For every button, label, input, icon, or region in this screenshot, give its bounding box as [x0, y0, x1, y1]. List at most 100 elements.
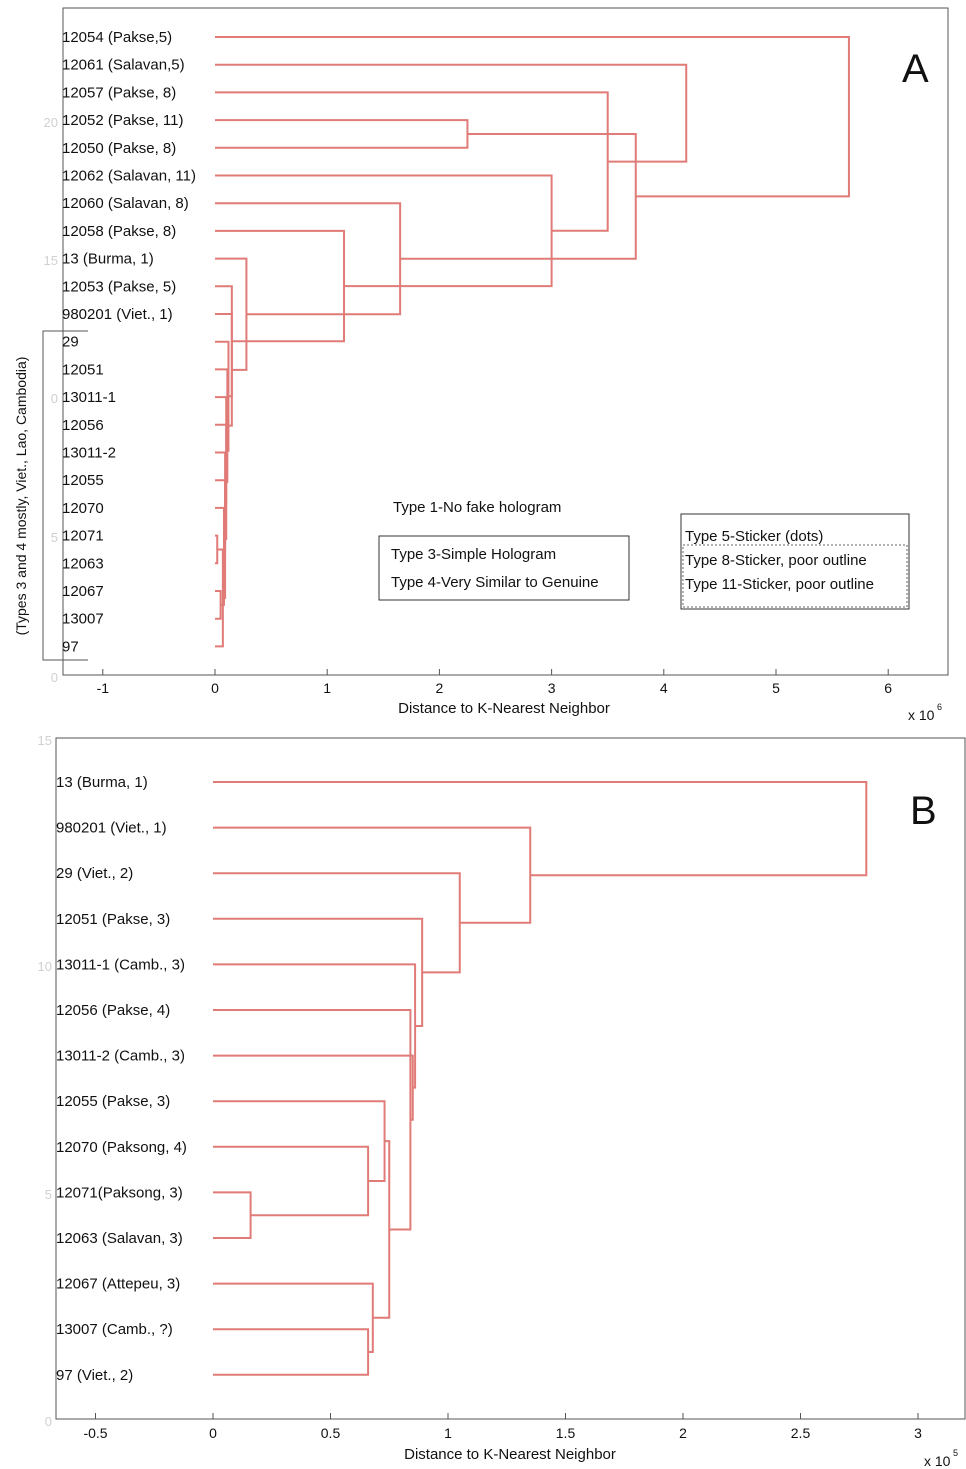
leaf-label: 29 (Viet., 2): [56, 865, 133, 882]
x-tick-label: 0.5: [321, 1425, 341, 1441]
leaf-label: 97 (Viet., 2): [56, 1367, 133, 1384]
legend-type5: Type 5-Sticker (dots): [685, 528, 823, 545]
legend-type4: Type 4-Very Similar to Genuine: [391, 574, 599, 591]
group-bracket-label: (Types 3 and 4 mostly, Viet., Lao, Cambo…: [13, 357, 29, 636]
leaf-labels-b: 13 (Burma, 1) 980201 (Viet., 1) 29 (Viet.,…: [56, 774, 187, 1384]
dendrogram-link: [215, 91, 609, 232]
svg-text:6: 6: [937, 702, 942, 712]
x-tick-label: 2.5: [791, 1425, 811, 1441]
leaf-label: 13011-2 (Camb., 3): [56, 1048, 185, 1065]
x-tick-label: 6: [884, 680, 892, 696]
leaf-labels-a: 12054 (Pakse,5) 12061 (Salavan,5) 12057 (P…: [62, 29, 196, 655]
leaf-label: 13011-2: [62, 445, 116, 462]
dendrogram-link: [213, 963, 417, 1089]
leaf-label: 13 (Burma, 1): [62, 251, 154, 268]
legend-type1: Type 1-No fake hologram: [393, 499, 561, 516]
leaf-label: 12055 (Pakse, 3): [56, 1093, 170, 1110]
x-axis-title-b: Distance to K-Nearest Neighbor: [404, 1446, 616, 1463]
x-tick-label: -1: [97, 680, 110, 696]
dendrogram-link: [213, 1009, 412, 1231]
legend-type3: Type 3-Simple Hologram: [391, 546, 556, 563]
faint-y-tick-label: 15: [38, 733, 52, 748]
panel-a: 2 0 1 5 0 5 0 12054 (Pakse,5) 12061 (Salavan,5)…: [13, 7, 949, 723]
leaf-label: 12061 (Salavan,5): [62, 57, 185, 74]
leaf-label: 12058 (Pakse, 8): [62, 223, 176, 240]
leaf-label: 12070 (Paksong, 4): [56, 1139, 187, 1156]
dendrogram-link: [213, 1282, 374, 1353]
panel-letter-a: A: [902, 47, 929, 91]
leaf-label: 12060 (Salavan, 8): [62, 195, 189, 212]
dendrogram-link: [213, 826, 532, 924]
leaf-label: 12050 (Pakse, 8): [62, 140, 176, 157]
x-tick-label: 1.5: [556, 1425, 576, 1441]
x-tick-label: 5: [772, 680, 780, 696]
leaf-label: 12062 (Salavan, 11): [62, 168, 196, 185]
faint-y-tick-label: 0: [51, 670, 58, 685]
leaf-label: 12053 (Pakse, 5): [62, 278, 176, 295]
leaf-label: 12051 (Pakse, 3): [56, 911, 170, 928]
dendrogram-link: [215, 229, 346, 343]
x-tick-label: 0: [209, 1425, 217, 1441]
leaf-label: 12071(Paksong, 3): [56, 1184, 183, 1201]
leaf-label: 12067 (Attepeu, 3): [56, 1276, 180, 1293]
dendrogram-link: [213, 1328, 370, 1376]
dendrogram-link: [213, 1145, 370, 1217]
faint-y-tick-label: 5: [45, 1187, 52, 1202]
dendrogram-link: [213, 1191, 252, 1239]
dendrogram-link: [213, 1054, 414, 1121]
leaf-label: 12052 (Pakse, 11): [62, 112, 183, 129]
dendrogram-link: [372, 1140, 391, 1319]
dendrogram-link: [215, 590, 222, 620]
legend-type11: Type 11-Sticker, poor outline: [685, 576, 874, 593]
dendrogram-links-b: [213, 781, 868, 1376]
x-tick-label: 0: [211, 680, 219, 696]
leaf-label: 13011-1 (Camb., 3): [56, 956, 185, 973]
x-tick-label: 3: [914, 1425, 922, 1441]
leaf-label: 29: [62, 334, 79, 351]
leaf-label: 13007: [62, 611, 104, 628]
leaf-label: 12070: [62, 500, 104, 517]
leaf-label: 12063 (Salavan, 3): [56, 1230, 183, 1247]
dendrogram-link: [215, 63, 688, 163]
leaf-label: 12054 (Pakse,5): [62, 29, 172, 46]
x-tick-label: 4: [660, 680, 668, 696]
dendrogram-link: [215, 119, 469, 149]
x-tick-label: 3: [548, 680, 556, 696]
x-tick-label: 2: [679, 1425, 687, 1441]
x-tick-label: 2: [436, 680, 444, 696]
x-tick-label: 1: [444, 1425, 452, 1441]
leaf-label: 12063: [62, 555, 104, 572]
x-tick-label: 1: [323, 680, 331, 696]
leaf-label: 13007 (Camb., ?): [56, 1321, 173, 1338]
leaf-label: 12057 (Pakse, 8): [62, 84, 176, 101]
leaf-label: 13 (Burma, 1): [56, 774, 148, 791]
leaf-label: 12051: [62, 361, 104, 378]
plot-frame-b: [55, 737, 966, 1420]
leaf-label: 980201 (Viet., 1): [56, 820, 167, 837]
leaf-label: 12067: [62, 583, 104, 600]
x-ticks-a: -1 0 1 2 3 4 5 6: [97, 669, 892, 696]
leaf-label: 13011-1: [62, 389, 116, 406]
dendrogram-link: [400, 132, 637, 260]
faint-y-ticks-a: 20 15 0 5 0: [44, 115, 58, 685]
x-multiplier-a: x 10 6: [908, 702, 942, 723]
faint-y-tick-label: 10: [38, 959, 52, 974]
svg-text:x 10: x 10: [924, 1453, 951, 1469]
leaf-label: 12056 (Pakse, 4): [56, 1002, 170, 1019]
dendrogram-link: [213, 1100, 386, 1182]
legend-box-types-5-8-11: Type 5-Sticker (dots) Type 8-Sticker, po…: [680, 513, 910, 610]
faint-y-tick-label: 5: [51, 530, 58, 545]
faint-y-tick-label: 0: [51, 391, 58, 406]
leaf-label: 12071: [62, 528, 104, 545]
faint-y-ticks-b: 15 10 5 0: [38, 733, 52, 1429]
group-bracket: [42, 330, 88, 661]
faint-y-tick-label: 0: [45, 1414, 52, 1429]
leaf-label: 12055: [62, 472, 104, 489]
x-axis-title-a: Distance to K-Nearest Neighbor: [398, 700, 610, 717]
dendrogram-link: [213, 781, 868, 877]
plot-frame-a: [62, 7, 949, 676]
dendrogram-links-a: [215, 36, 850, 648]
svg-text:x 10: x 10: [908, 707, 935, 723]
